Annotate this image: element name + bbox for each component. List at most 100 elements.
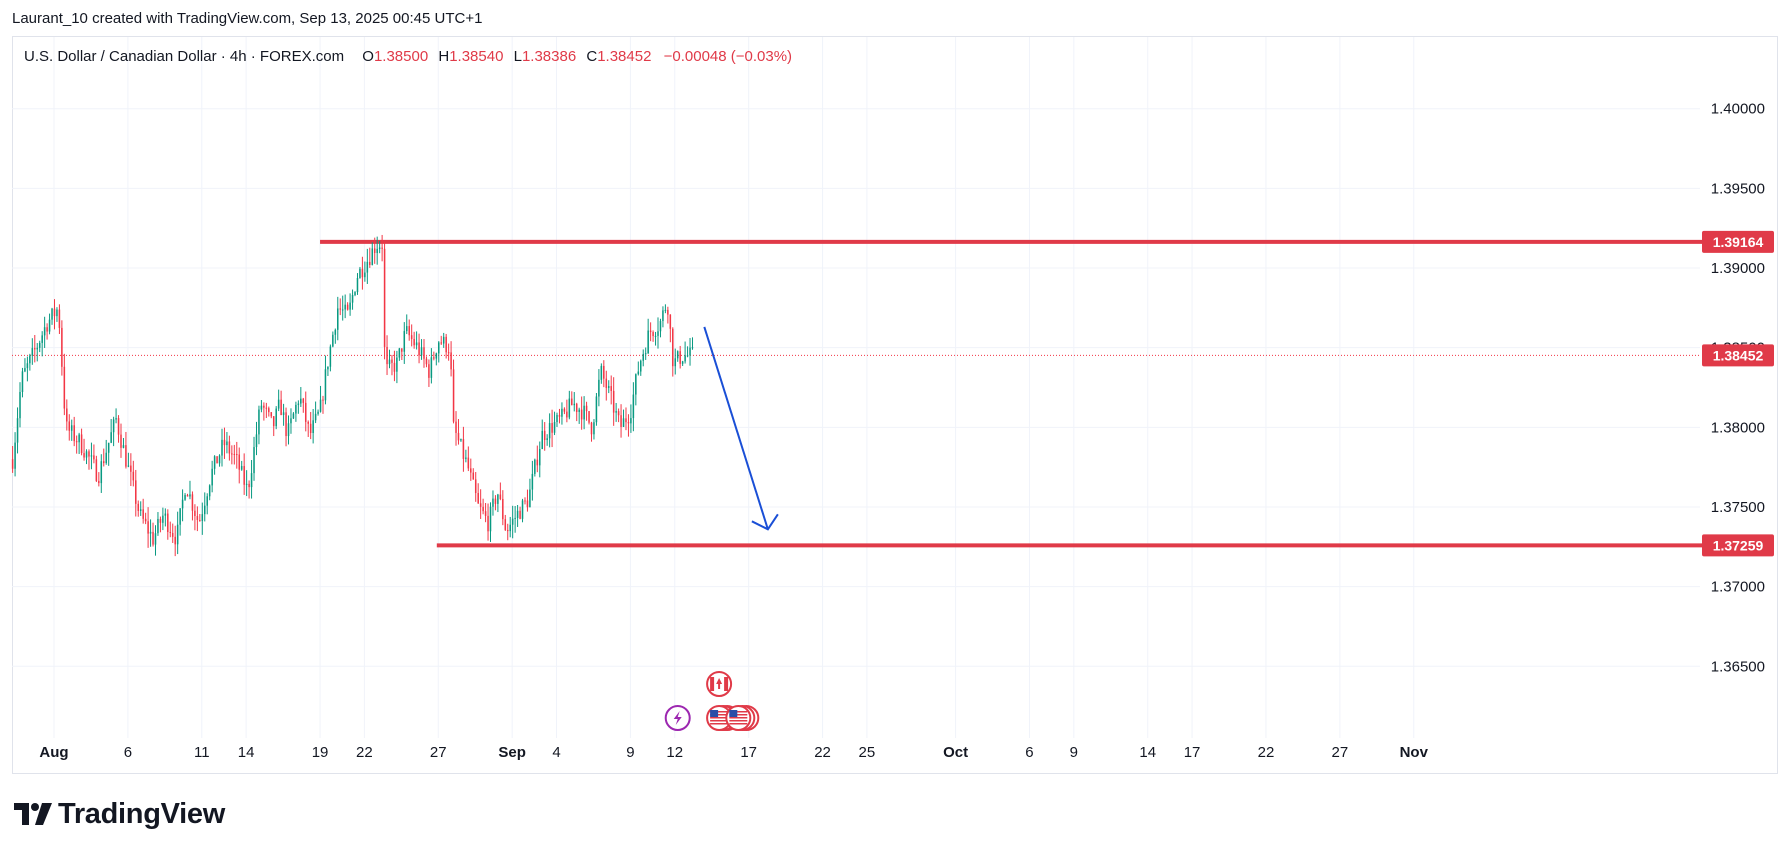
candle-body: [556, 414, 558, 423]
candle-body: [302, 398, 305, 403]
candle-body: [322, 399, 324, 401]
candle-body: [312, 420, 314, 434]
candle-body: [147, 521, 149, 534]
time-tick-label: Sep: [498, 744, 526, 761]
candle-body: [304, 402, 307, 422]
candle-body: [381, 247, 383, 249]
candle-body: [228, 441, 231, 454]
candle-body: [405, 326, 408, 332]
candle-body: [208, 485, 211, 497]
candle-body: [502, 498, 504, 520]
candle-body: [689, 347, 691, 356]
symbol-legend: U.S. Dollar / Canadian Dollar · 4h · FOR…: [24, 48, 792, 65]
candle-body: [669, 314, 672, 329]
candle-body: [558, 414, 561, 417]
level-tag-label: 1.39164: [1713, 234, 1764, 250]
candle-body: [474, 479, 477, 494]
candle-body: [681, 361, 684, 364]
candle-body: [662, 310, 664, 322]
candle-body: [186, 495, 189, 497]
us-flag-icon: [725, 705, 760, 731]
candle-body: [371, 248, 374, 265]
candle-body: [85, 451, 88, 458]
candle-body: [386, 346, 388, 365]
candle-body: [672, 328, 674, 367]
candle-body: [132, 471, 135, 481]
candle-body: [482, 506, 484, 512]
candle-body: [56, 309, 58, 317]
time-tick-label: 27: [430, 744, 447, 761]
candle-body: [211, 468, 213, 486]
candle-body: [258, 409, 260, 435]
candle-body: [607, 386, 610, 388]
candle-body: [93, 455, 95, 460]
candle-body: [332, 334, 334, 347]
candle-body: [270, 412, 273, 417]
candle-body: [174, 536, 176, 545]
time-tick-label: 11: [194, 744, 210, 761]
time-tick-label: 25: [859, 744, 876, 761]
candle-body: [167, 513, 169, 532]
candle-body: [233, 453, 236, 455]
candle-body: [470, 468, 472, 473]
time-tick-label: 6: [1025, 744, 1033, 761]
candle-body: [260, 405, 263, 410]
candle-body: [95, 459, 98, 481]
candle-body: [351, 295, 354, 303]
candle-body: [176, 524, 179, 545]
candle-body: [68, 421, 71, 431]
chart-grid: [12, 37, 1700, 738]
candle-body: [487, 515, 489, 532]
flag-stripe: [710, 714, 729, 716]
candle-body: [536, 459, 539, 466]
time-tick-label: 12: [666, 744, 683, 761]
flag-stripe: [710, 717, 729, 719]
candle-body: [135, 480, 137, 504]
candle-body: [403, 331, 406, 352]
candle-body: [593, 422, 595, 435]
candle-body: [620, 415, 622, 427]
candle-body: [383, 248, 386, 347]
candle-body: [415, 342, 418, 346]
candle-body: [425, 358, 428, 365]
candle-body: [63, 366, 66, 409]
price-tick-label: 1.39500: [1711, 180, 1765, 197]
candle-body: [583, 405, 585, 420]
high-value: 1.38540: [449, 48, 504, 65]
candle-body: [622, 418, 625, 427]
candle-body: [649, 330, 652, 333]
price-chart[interactable]: Aug 6 11 14 19 22 27 Sep 4 9 12 17 22 25 Oct 6 9 14 17 22 27…: [0, 0, 1791, 790]
candle-body: [314, 413, 317, 421]
candle-body: [238, 454, 241, 470]
candle-body: [516, 510, 519, 518]
candle-body: [632, 394, 635, 419]
time-tick-label: 17: [1184, 744, 1201, 761]
level-tag: [1702, 534, 1774, 557]
flag-stripe: [729, 711, 748, 713]
candle-body: [171, 533, 174, 537]
candle-body: [460, 439, 462, 441]
tradingview-logo[interactable]: TradingView: [14, 798, 225, 830]
candle-body: [420, 347, 423, 356]
candle-body: [300, 398, 302, 404]
symbol-name[interactable]: U.S. Dollar / Canadian Dollar · 4h · FOR…: [24, 48, 345, 65]
candle-body: [430, 357, 433, 378]
candle-body: [112, 419, 115, 433]
candle-body: [524, 500, 526, 502]
candle-body: [472, 472, 475, 480]
horizontal-levels: [12, 239, 1702, 548]
candle-body: [450, 352, 452, 370]
candle-body: [391, 359, 393, 363]
candle-body: [334, 329, 337, 335]
candle-body: [243, 466, 245, 485]
candle-body: [159, 518, 162, 523]
chart-frame: [12, 36, 1778, 774]
candle-body: [366, 261, 369, 273]
candle-body: [519, 510, 521, 519]
candle-body: [272, 416, 275, 427]
candle-body: [339, 308, 342, 310]
flag-canton: [729, 710, 738, 717]
candle-body: [686, 355, 689, 357]
flag-stripe: [729, 723, 748, 725]
candle-body: [612, 390, 615, 413]
